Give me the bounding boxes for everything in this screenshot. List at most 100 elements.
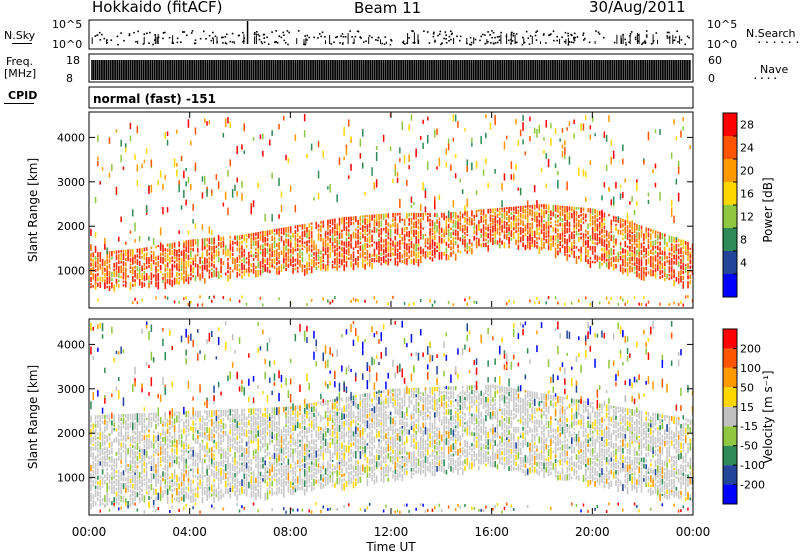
noise-dot — [433, 31, 435, 34]
noise-dot — [553, 39, 555, 42]
data-cell — [176, 257, 178, 262]
data-cell — [368, 466, 371, 472]
data-cell — [447, 229, 450, 237]
data-cell — [201, 496, 204, 504]
data-cell — [152, 450, 155, 454]
data-cell — [283, 465, 285, 468]
data-cell — [266, 488, 269, 493]
data-cell — [155, 509, 157, 513]
data-cell — [357, 472, 359, 477]
data-cell — [217, 409, 220, 413]
data-cell — [192, 247, 194, 252]
data-cell — [338, 459, 341, 462]
data-cell — [601, 195, 603, 201]
data-cell — [368, 403, 371, 407]
data-cell — [468, 223, 471, 226]
data-cell — [331, 467, 334, 471]
data-cell — [283, 254, 285, 259]
data-cell — [538, 125, 540, 134]
data-cell — [378, 232, 380, 238]
data-cell — [294, 241, 297, 248]
data-cell — [132, 465, 134, 468]
data-cell — [138, 278, 141, 286]
data-cell — [115, 474, 118, 478]
data-cell — [134, 297, 136, 301]
data-cell — [220, 419, 222, 424]
data-cell — [183, 421, 185, 428]
data-cell — [359, 465, 362, 469]
data-cell — [308, 253, 311, 262]
data-cell — [303, 430, 306, 435]
data-cell — [180, 418, 183, 422]
data-cell — [136, 434, 139, 442]
data-cell — [357, 234, 359, 240]
data-cell — [420, 222, 422, 230]
data-cell — [157, 260, 160, 268]
data-cell — [331, 234, 334, 242]
data-cell — [178, 277, 180, 280]
data-cell — [475, 231, 478, 236]
data-cell — [536, 241, 538, 245]
data-cell — [248, 420, 250, 426]
data-cell — [489, 122, 492, 130]
data-cell — [399, 456, 401, 459]
data-cell — [222, 296, 225, 300]
data-cell — [524, 214, 527, 220]
data-cell — [278, 237, 280, 241]
data-cell — [243, 408, 246, 412]
data-cell — [373, 406, 376, 414]
data-cell — [166, 422, 169, 428]
data-cell — [303, 404, 306, 408]
data-cell — [222, 417, 225, 422]
data-cell — [129, 421, 132, 429]
data-cell — [152, 453, 155, 457]
data-cell — [345, 221, 348, 225]
data-cell — [208, 245, 211, 251]
data-cell — [482, 237, 485, 242]
data-cell — [371, 167, 373, 176]
data-cell — [626, 250, 629, 256]
data-cell — [134, 431, 136, 436]
data-cell — [224, 244, 227, 251]
data-cell — [373, 472, 376, 478]
noise-dot — [470, 43, 473, 46]
data-cell — [573, 133, 575, 139]
data-cell — [222, 448, 225, 452]
data-cell — [301, 256, 304, 263]
data-cell — [654, 239, 657, 246]
data-cell — [303, 114, 306, 122]
data-cell — [241, 438, 243, 444]
data-cell — [99, 282, 102, 288]
data-cell — [359, 468, 362, 475]
data-cell — [296, 445, 299, 450]
data-cell — [547, 245, 550, 251]
data-cell — [271, 419, 273, 425]
data-cell — [596, 223, 599, 232]
data-cell — [329, 381, 331, 386]
data-cell — [111, 489, 113, 495]
data-cell — [668, 259, 671, 266]
data-cell — [320, 449, 322, 457]
data-cell — [666, 241, 668, 247]
data-cell — [104, 238, 106, 245]
data-cell — [585, 233, 587, 236]
data-cell — [366, 420, 369, 429]
data-cell — [143, 267, 146, 271]
data-cell — [199, 510, 201, 514]
data-cell — [650, 260, 652, 268]
data-cell — [303, 413, 306, 418]
data-cell — [382, 509, 385, 513]
data-cell — [338, 442, 341, 447]
data-cell — [464, 235, 466, 239]
data-cell — [445, 253, 448, 261]
data-cell — [220, 443, 222, 446]
data-cell — [306, 227, 308, 233]
data-cell — [145, 205, 148, 213]
noise-dot — [231, 32, 234, 35]
data-cell — [315, 251, 318, 258]
data-cell — [138, 248, 141, 255]
data-cell — [434, 234, 436, 241]
data-cell — [213, 254, 215, 260]
data-cell — [315, 479, 318, 484]
data-cell — [243, 461, 246, 467]
